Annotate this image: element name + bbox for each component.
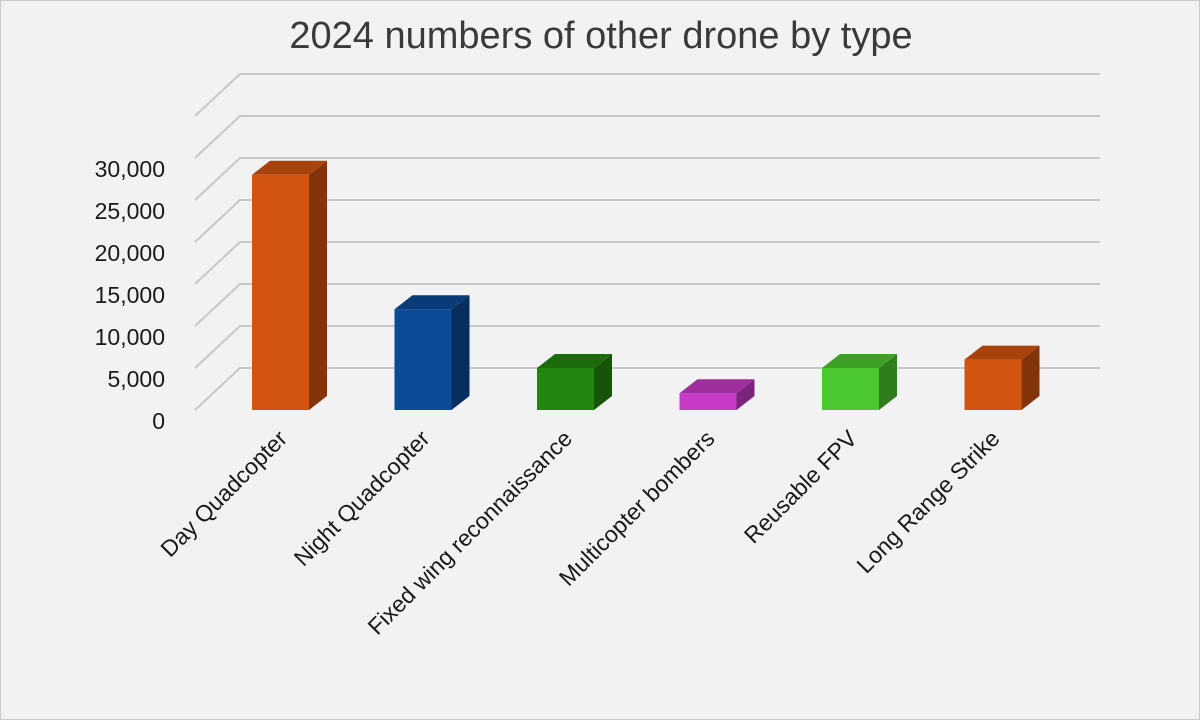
y-tick-label: 30,000	[95, 156, 165, 182]
chart-title: 2024 numbers of other drone by type	[289, 15, 913, 57]
bar	[964, 345, 1040, 410]
gridline	[194, 367, 1100, 411]
x-category-label: Multicopter bombers	[554, 425, 720, 591]
gridline	[194, 283, 1100, 327]
gridline	[194, 115, 1100, 159]
gridline	[194, 241, 1100, 285]
gridline	[194, 73, 1100, 117]
bar	[679, 379, 755, 410]
bar	[537, 354, 612, 410]
y-axis-ticks: 0 5,000 10,000 15,000 20,000 25,000 30,000	[95, 156, 165, 434]
y-tick-label: 15,000	[95, 282, 165, 308]
bars	[252, 160, 1040, 410]
y-tick-label: 20,000	[95, 240, 165, 266]
y-tick-label: 25,000	[95, 198, 165, 224]
x-category-label: Reusable FPV	[739, 425, 863, 549]
y-tick-label: 5,000	[107, 366, 165, 392]
bar	[822, 354, 897, 410]
y-tick-label: 10,000	[95, 324, 165, 350]
y-tick-label: 0	[152, 408, 165, 434]
bar	[252, 160, 327, 410]
gridline	[194, 325, 1100, 369]
x-category-label: Long Range Strike	[851, 425, 1004, 578]
bar	[394, 295, 470, 410]
grid-lines	[194, 73, 1100, 411]
gridline	[194, 157, 1100, 201]
gridline	[194, 199, 1100, 243]
x-category-label: Night Quadcopter	[289, 425, 435, 571]
x-category-label: Day Quadcopter	[155, 425, 292, 562]
